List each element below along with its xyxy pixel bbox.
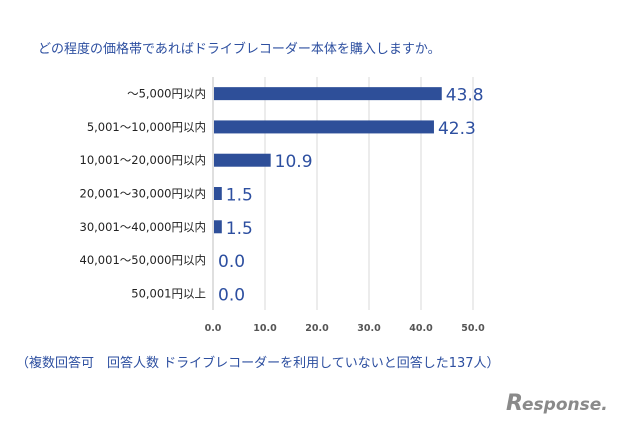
x-tick-label: 0.0 [205,323,222,334]
category-label: 5,001～10,000円以内 [87,120,206,134]
data-label: 1.5 [226,186,253,206]
bar [214,87,442,101]
bar [214,153,271,167]
bars [214,87,442,234]
category-label: 10,001～20,000円以内 [80,153,206,167]
x-tick-label: 20.0 [305,323,329,334]
bar [214,187,222,200]
gridlines [212,77,474,310]
x-tick-label: 40.0 [409,323,433,334]
category-label: 40,001～50,000円以内 [80,253,206,267]
data-label: 42.3 [438,119,476,139]
survey-note: （複数回答可 回答人数 ドライブレコーダーを利用していないと回答した137人） [16,355,500,371]
data-label: 0.0 [218,285,245,305]
category-label: 30,001～40,000円以内 [80,220,206,234]
svg-text:esponse.: esponse. [522,395,608,415]
category-label: 50,001円以上 [131,286,206,300]
x-tick-label: 50.0 [461,323,485,334]
data-label: 10.9 [275,152,313,172]
svg-text:R: R [506,391,523,416]
chart-title: どの程度の価格帯であればドライブレコーダー本体を購入しますか。 [38,41,441,57]
category-label: ～5,000円以内 [127,87,206,101]
data-label: 0.0 [218,252,245,272]
data-labels: 43.8 42.3 10.9 1.5 1.5 0.0 0.0 [218,86,484,306]
bar [214,220,222,234]
x-axis-ticks: 0.0 10.0 20.0 30.0 40.0 50.0 [205,323,486,334]
data-label: 43.8 [446,86,484,106]
data-label: 1.5 [226,219,253,239]
category-labels: ～5,000円以内 5,001～10,000円以内 10,001～20,000円以内… [80,87,206,301]
category-label: 20,001～30,000円以内 [80,187,206,201]
bar [214,120,434,134]
x-tick-label: 10.0 [253,323,277,334]
response-logo: R esponse. [506,391,608,416]
x-tick-label: 30.0 [357,323,381,334]
